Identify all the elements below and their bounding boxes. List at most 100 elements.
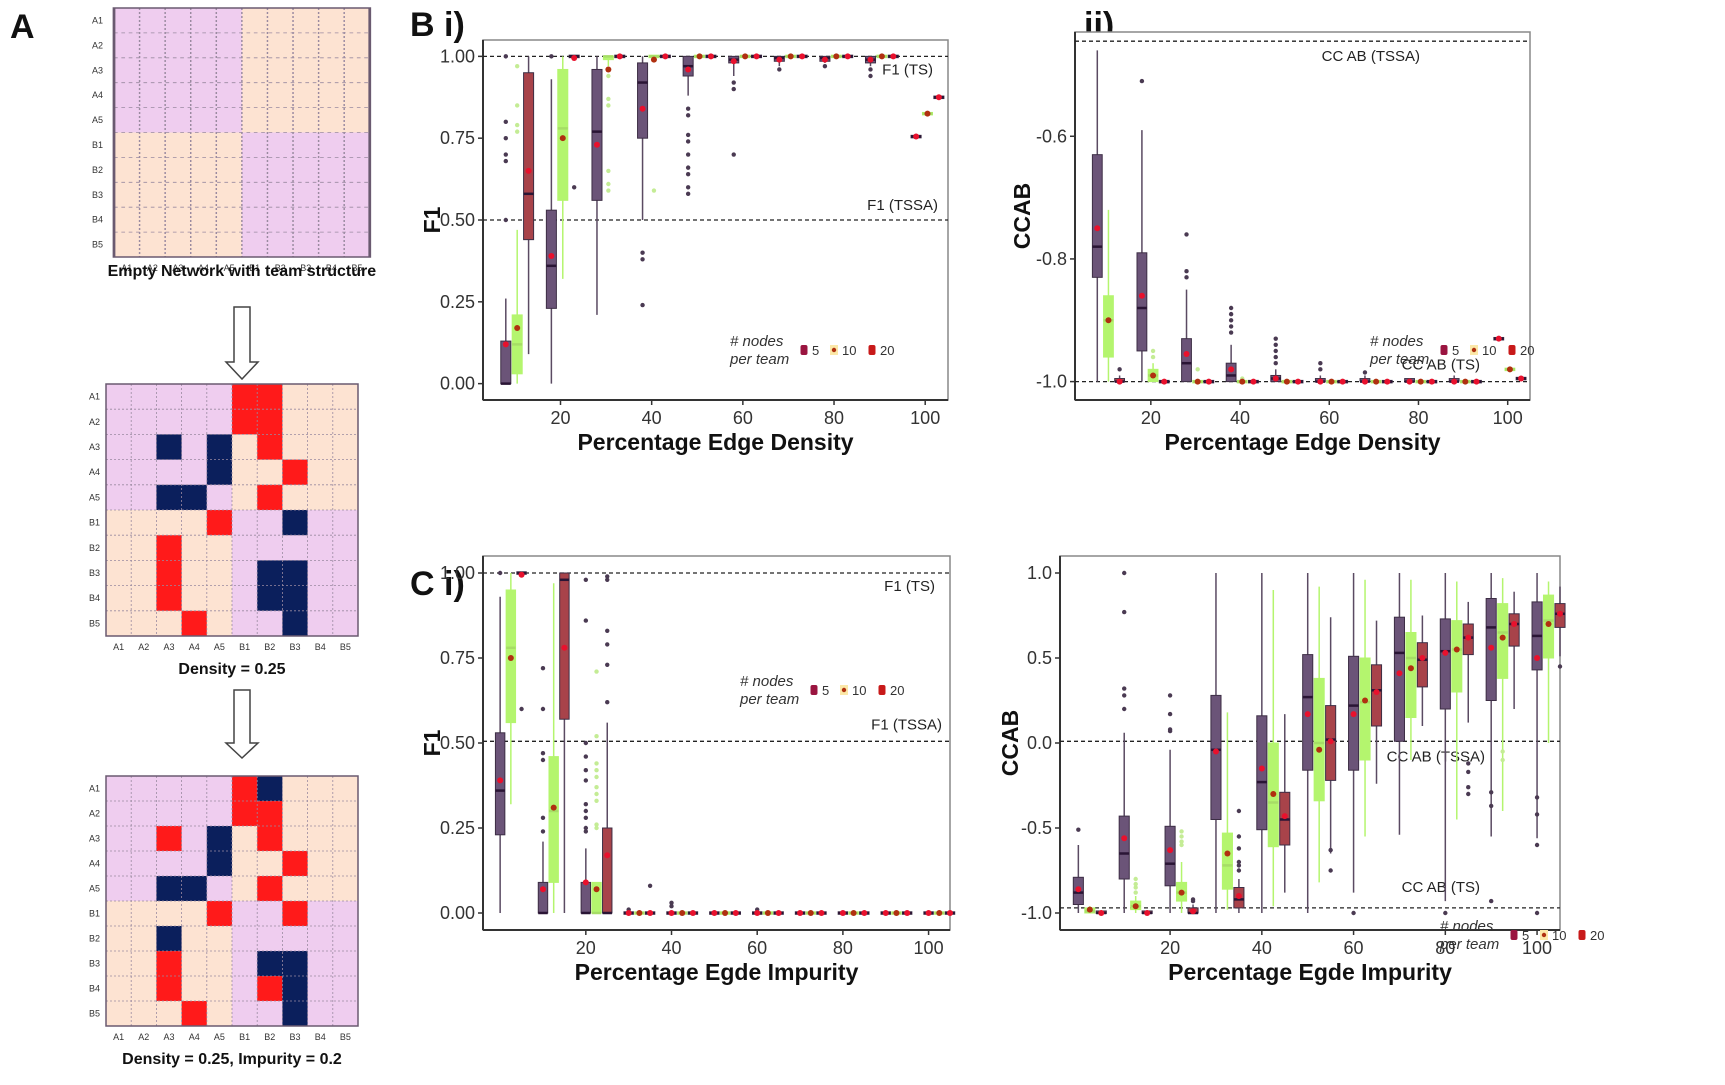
matrix-cell xyxy=(113,57,141,84)
matrix-cell-edge xyxy=(257,826,283,852)
box-plot xyxy=(1236,376,1248,385)
panel-label-a: A xyxy=(10,8,35,46)
row-label: A2 xyxy=(89,809,100,819)
matrix-cell xyxy=(241,82,269,109)
column-label: B1 xyxy=(239,1032,250,1042)
outlier-point xyxy=(1179,842,1184,848)
panel-label-b-i: B i) xyxy=(410,6,465,44)
outlier-point xyxy=(605,662,610,667)
box-plot xyxy=(1404,378,1415,385)
box xyxy=(1313,677,1325,802)
mean-marker xyxy=(924,110,931,117)
mean-marker xyxy=(639,105,646,112)
box-plot xyxy=(709,910,720,916)
matrix-cell xyxy=(344,57,371,84)
outlier-point xyxy=(503,54,508,59)
matrix-cell xyxy=(131,876,157,902)
legend-key-dot xyxy=(1471,347,1477,353)
matrix-cell xyxy=(106,610,132,637)
mean-marker xyxy=(799,53,806,60)
box-plot xyxy=(648,54,660,193)
matrix-cell xyxy=(307,610,334,637)
column-label: A5 xyxy=(224,263,235,273)
box-plot xyxy=(805,910,816,916)
box-plot xyxy=(687,910,699,916)
mean-marker xyxy=(689,910,696,916)
mean-marker xyxy=(1105,317,1112,324)
matrix-cell xyxy=(139,57,167,84)
outlier-point xyxy=(594,798,599,803)
box-plot xyxy=(1095,910,1107,916)
matrix-cell xyxy=(131,560,157,587)
box-plot xyxy=(1292,378,1304,385)
box-plot xyxy=(623,907,634,916)
matrix-cell-edge xyxy=(282,976,309,1002)
outlier-point xyxy=(685,185,691,190)
chart-b-i: 0.00 0.25 0.50 0.75 1.00 20 40 60 80 100 Percentag… xyxy=(419,39,949,455)
column-label: A3 xyxy=(163,1032,174,1042)
mean-marker xyxy=(1075,886,1082,893)
box-plot xyxy=(1130,876,1142,913)
box-plot xyxy=(494,570,506,913)
box-plot xyxy=(559,572,570,913)
outlier-point xyxy=(606,96,611,102)
outlier-point xyxy=(503,158,508,164)
box-plot xyxy=(751,907,763,916)
matrix-cell-edge xyxy=(257,876,283,902)
down-arrow-icon xyxy=(224,689,260,760)
matrix-cell xyxy=(282,535,309,561)
outlier-point xyxy=(540,706,546,712)
matrix-cell xyxy=(307,901,334,927)
matrix-cell xyxy=(106,926,132,952)
y-tick-label: 0.50 xyxy=(440,733,475,753)
box-plot xyxy=(1270,336,1282,383)
mean-marker xyxy=(844,53,851,60)
outlier-point xyxy=(1273,336,1278,341)
mean-marker xyxy=(882,910,889,916)
matrix-cell xyxy=(165,107,192,133)
matrix-cell xyxy=(190,207,218,233)
adjacency-matrices: A1 A1 A2 A2 A3 A3 A4 A4 A5 A5 B1 B1 B2 B2 B3 B3 B4 B4 B5 B5… xyxy=(89,7,376,1068)
matrix-cell-edge xyxy=(257,776,283,802)
matrix-cell xyxy=(156,510,183,536)
matrix-cell xyxy=(307,976,334,1002)
outlier-point xyxy=(868,67,873,72)
matrix-cell xyxy=(156,610,183,637)
matrix-cell xyxy=(181,801,208,827)
column-label: A2 xyxy=(138,1032,149,1042)
outlier-point xyxy=(594,768,599,773)
y-tick-label: 0.50 xyxy=(440,210,475,230)
legend-title: per team xyxy=(729,351,789,368)
outlier-point xyxy=(1318,361,1323,366)
mean-marker xyxy=(1442,649,1449,656)
legend-label: 10 xyxy=(1482,343,1496,358)
x-tick-label: 20 xyxy=(1141,408,1161,428)
matrix-cell xyxy=(139,132,167,158)
column-label: B3 xyxy=(289,642,300,652)
outlier-point xyxy=(540,757,546,763)
matrix-cell xyxy=(307,801,334,827)
mean-marker xyxy=(776,56,783,63)
mean-marker xyxy=(878,53,885,60)
column-label: A3 xyxy=(163,642,174,652)
matrix-cell xyxy=(267,182,294,208)
matrix-cell xyxy=(156,851,183,877)
box xyxy=(591,68,603,201)
mean-marker xyxy=(605,66,612,73)
legend-label: 20 xyxy=(880,343,894,358)
matrix-cell xyxy=(139,182,167,208)
matrix-cell xyxy=(165,232,192,258)
column-label: A5 xyxy=(214,642,225,652)
matrix-cell-edge xyxy=(181,610,208,637)
matrix-cell xyxy=(113,182,141,208)
box xyxy=(1370,664,1383,727)
matrix-cell xyxy=(131,976,157,1002)
mean-marker xyxy=(514,325,521,331)
matrix-cell xyxy=(106,976,132,1002)
box-plot xyxy=(602,574,613,915)
matrix-cell xyxy=(332,1001,359,1027)
matrix-cell xyxy=(241,107,269,133)
outlier-point xyxy=(605,700,610,705)
matrix-cell xyxy=(113,232,141,258)
mean-marker xyxy=(850,910,857,916)
